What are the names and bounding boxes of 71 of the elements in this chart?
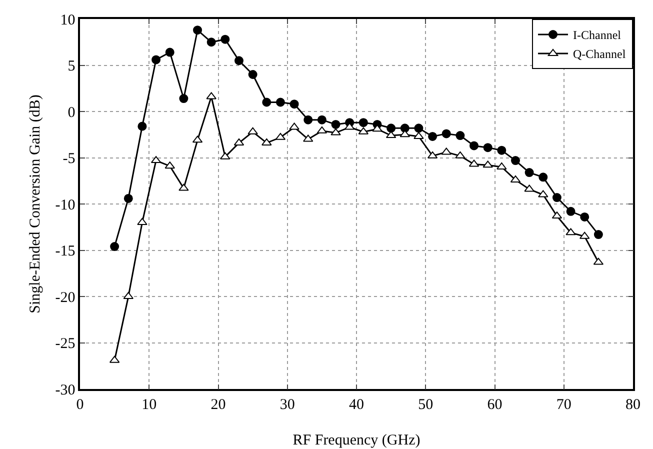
point — [428, 132, 438, 141]
x-tick-label: 60 — [487, 396, 502, 413]
point — [248, 127, 258, 134]
point — [538, 172, 548, 182]
y-tick-label: 5 — [68, 58, 76, 74]
x-tick-label: 70 — [556, 396, 572, 413]
y-tick-label: 10 — [60, 12, 76, 28]
point — [566, 228, 576, 236]
legend-label: I-Channel — [573, 28, 622, 42]
point — [538, 190, 548, 198]
y-tick-label: -30 — [55, 382, 76, 398]
point — [179, 94, 188, 104]
point — [482, 160, 493, 168]
point — [165, 48, 174, 57]
point — [372, 124, 382, 132]
point — [289, 122, 300, 130]
legend-label: Q-Channel — [573, 47, 626, 62]
point — [594, 230, 603, 240]
point — [510, 156, 520, 166]
point — [414, 124, 424, 133]
point — [220, 152, 230, 160]
point — [552, 193, 562, 202]
x-tick-label: 30 — [280, 396, 295, 413]
y-tick-label: -10 — [55, 197, 76, 214]
point — [497, 146, 506, 155]
y-axis-title: Single-Ended Conversion Gain (dB) — [28, 94, 44, 314]
point — [124, 194, 133, 203]
y-tick-label: -25 — [55, 336, 76, 352]
point — [234, 56, 244, 66]
y-tick-label: 0 — [68, 104, 76, 121]
point — [206, 92, 216, 100]
point — [290, 100, 299, 109]
x-tick-label: 40 — [349, 396, 364, 413]
x-axis-title: RF Frequency (GHz) — [292, 432, 420, 448]
point — [580, 212, 590, 222]
point — [206, 38, 216, 47]
point — [330, 128, 341, 136]
point — [193, 26, 202, 35]
x-tick-label: 10 — [142, 396, 157, 413]
x-tick-label: 20 — [210, 396, 226, 413]
y-tick-label: -20 — [55, 290, 76, 306]
point — [152, 55, 161, 64]
point — [470, 141, 479, 150]
y-tick-label: -15 — [55, 244, 76, 260]
point — [483, 143, 492, 152]
x-tick-label: 80 — [626, 396, 640, 413]
point — [442, 129, 451, 138]
point — [455, 151, 466, 158]
point — [317, 115, 326, 124]
point — [178, 184, 189, 191]
point — [524, 184, 534, 192]
point — [262, 138, 272, 146]
point — [331, 120, 340, 129]
point — [304, 115, 313, 124]
point — [262, 98, 272, 107]
point — [400, 124, 410, 133]
point — [441, 148, 452, 155]
point — [248, 70, 258, 79]
point — [456, 131, 465, 140]
point — [220, 34, 230, 44]
x-tick-label: 50 — [418, 396, 434, 413]
point — [276, 98, 285, 107]
point — [138, 122, 147, 131]
point — [566, 206, 576, 216]
point — [414, 132, 424, 139]
point — [164, 162, 175, 169]
point — [358, 118, 368, 128]
y-tick-label: -5 — [62, 151, 76, 167]
point — [386, 124, 396, 133]
point — [524, 168, 534, 178]
point — [110, 242, 120, 252]
